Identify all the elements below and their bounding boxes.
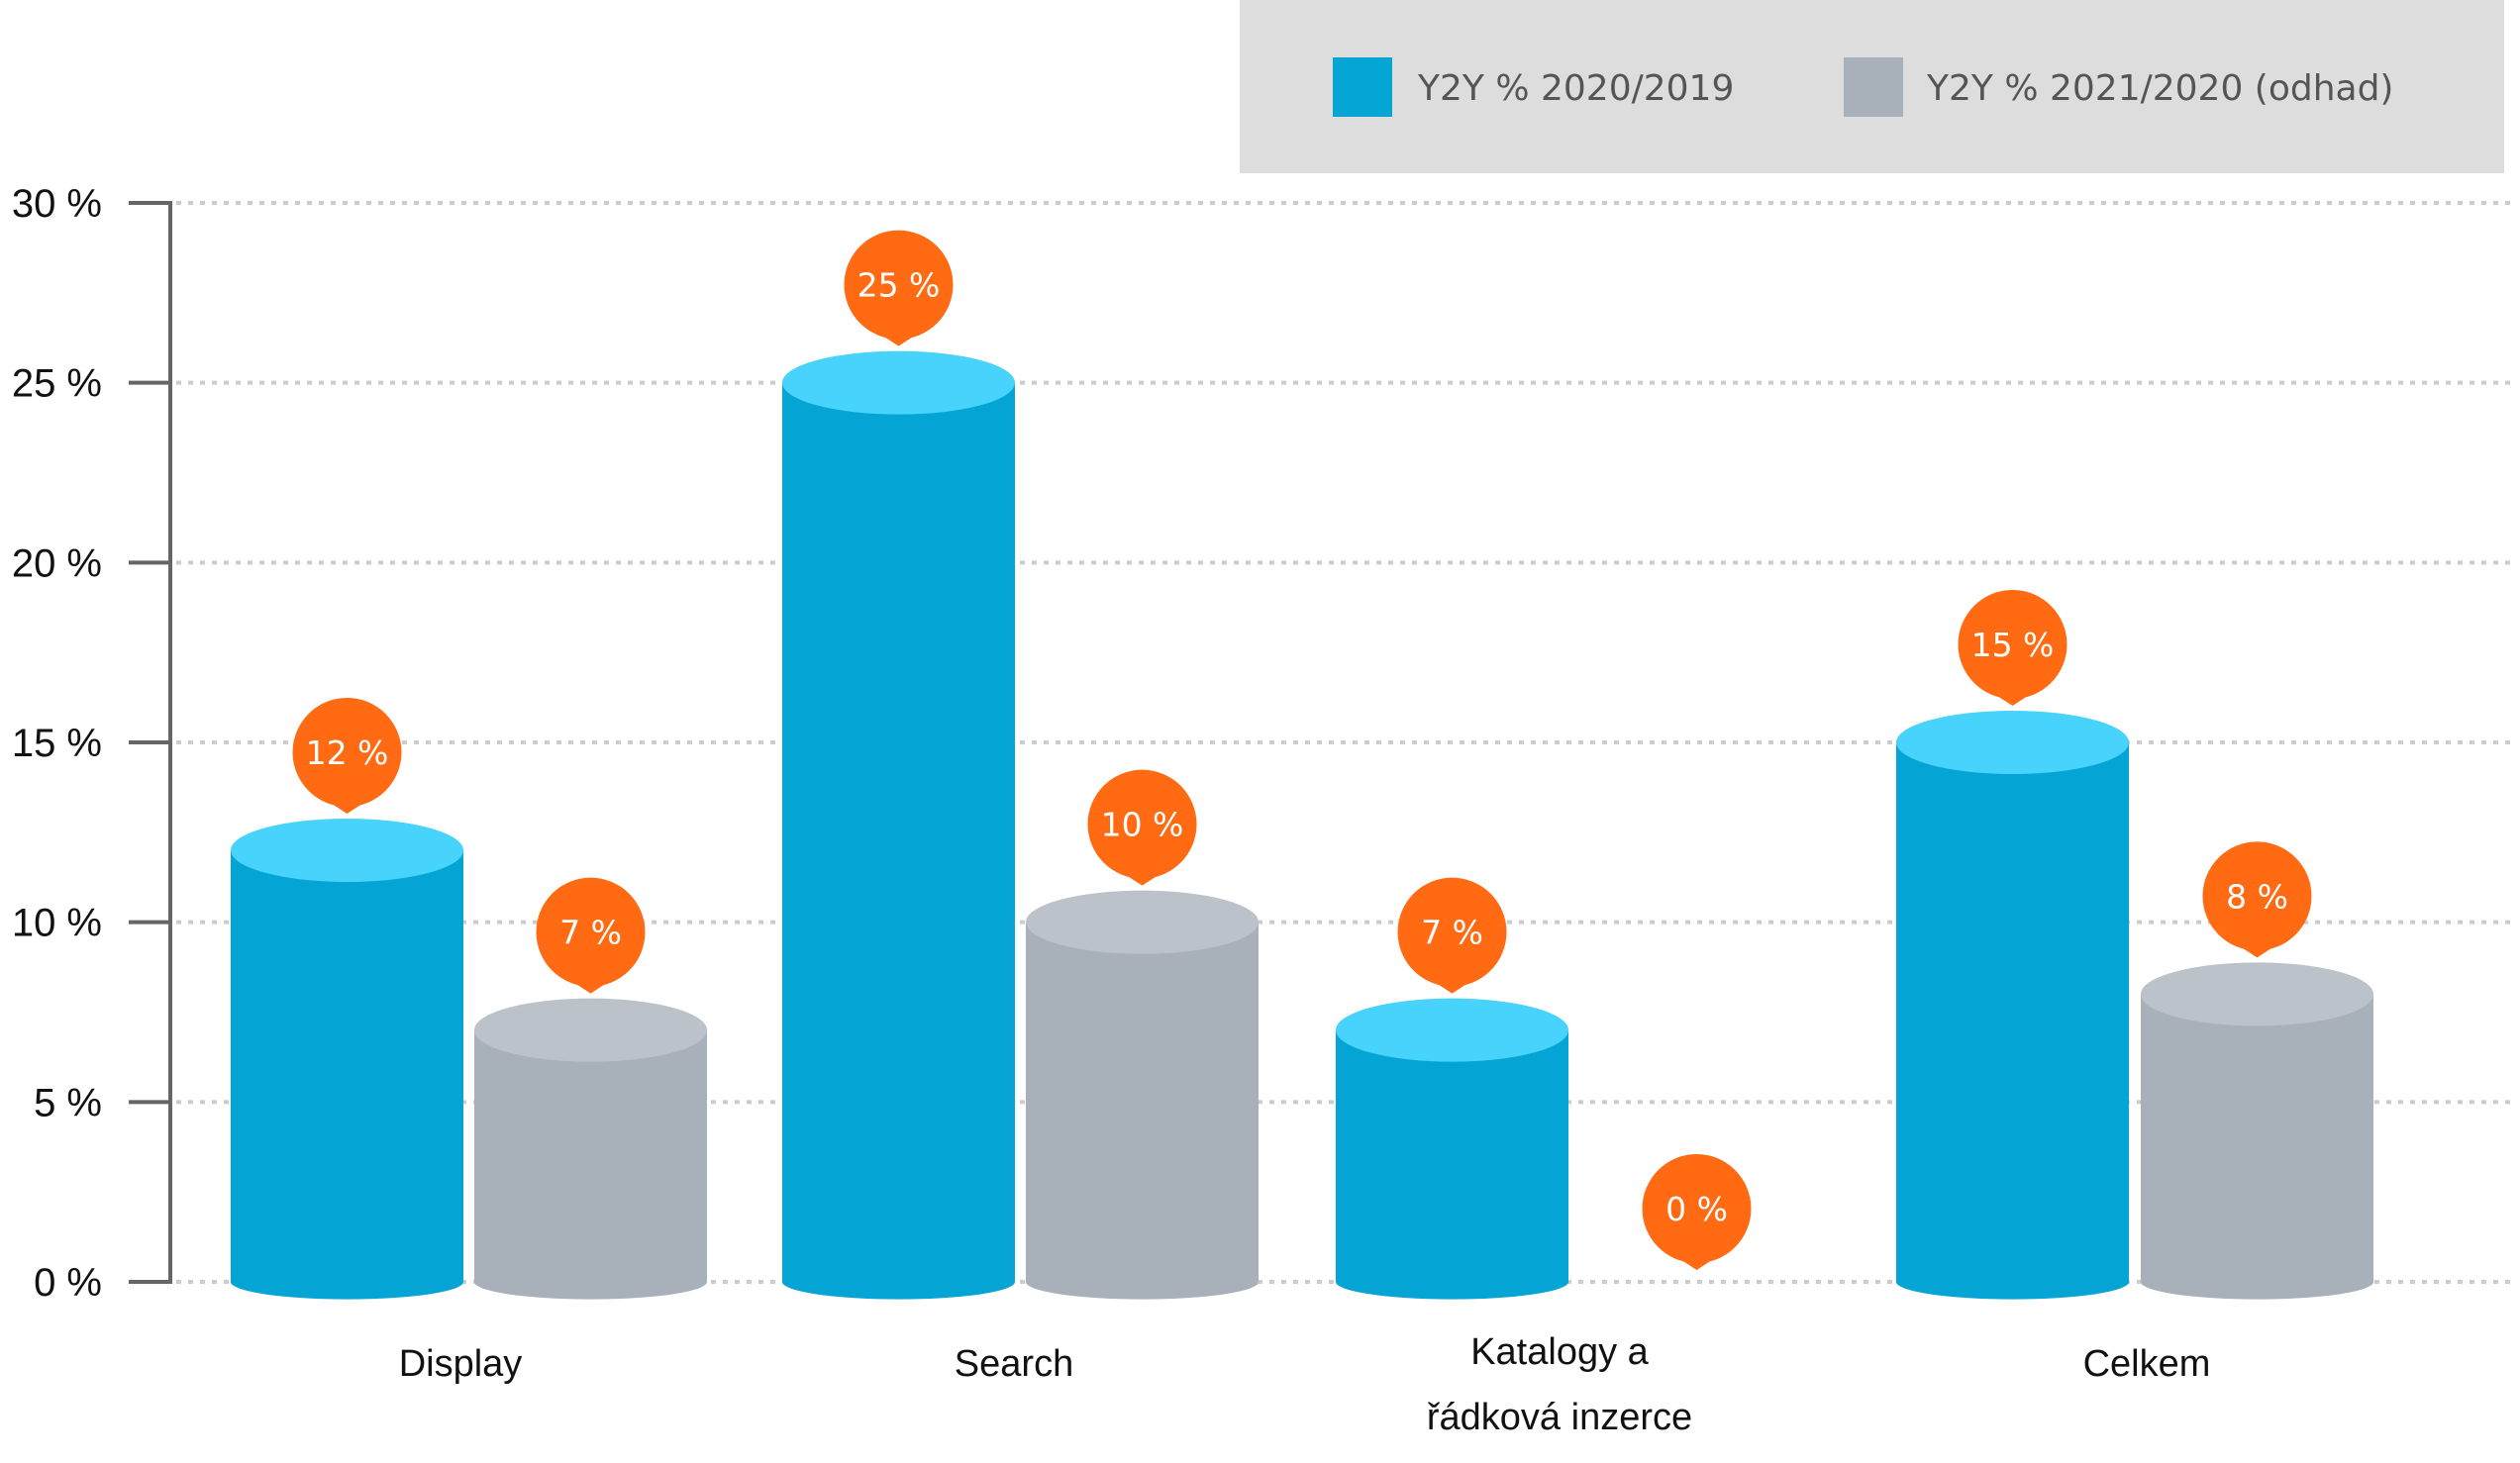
- data-label-s1-4-circle: [1958, 590, 2067, 699]
- category-label-line: Display: [399, 1343, 523, 1385]
- y-tick-label: 15 %: [12, 722, 102, 765]
- bar-s2-2-top: [1026, 890, 1259, 954]
- data-label-s2-3-pointer: [1676, 1257, 1717, 1270]
- legend-label-2: Y2Y % 2021/2020 (odhad): [1926, 68, 2393, 109]
- legend-label-1: Y2Y % 2020/2019: [1417, 68, 1734, 109]
- data-label-s1-1-text: 12 %: [306, 733, 389, 772]
- category-label: Display: [399, 1343, 523, 1385]
- bar-s2-4: [2141, 994, 2373, 1300]
- data-label-s2-1-pointer: [570, 980, 611, 994]
- data-label-s2-2-pointer: [1122, 872, 1162, 886]
- data-label-s2-4-text: 8 %: [2226, 877, 2288, 916]
- category-label-line: Celkem: [2083, 1343, 2211, 1385]
- data-label-s1-1-pointer: [327, 801, 367, 814]
- bar-s1-2: [782, 382, 1015, 1300]
- bar-s2-1-top: [474, 998, 707, 1062]
- legend-swatch-2: [1844, 57, 1903, 117]
- bar-s2-1: [474, 1029, 707, 1300]
- y-tick-label: 0 %: [34, 1261, 102, 1305]
- data-label-s1-4-text: 15 %: [1971, 626, 2055, 664]
- y-tick-label: 10 %: [12, 902, 102, 945]
- data-label-s2-4-pointer: [2237, 944, 2277, 958]
- data-label-s2-2-circle: [1087, 769, 1197, 879]
- bar-s1-2-top: [782, 350, 1015, 415]
- data-label-s1-4: 15 %: [1958, 590, 2067, 706]
- bar-s2-2: [1026, 922, 1259, 1300]
- category-label-line: řádková inzerce: [1427, 1397, 1692, 1438]
- category-label-line: Search: [955, 1343, 1073, 1385]
- data-label-s1-2: 25 %: [844, 230, 954, 346]
- bar-s1-1-top: [231, 819, 463, 882]
- data-label-s2-4: 8 %: [2202, 841, 2312, 958]
- data-label-s2-3-text: 0 %: [1665, 1190, 1728, 1228]
- y-tick-label: 30 %: [12, 182, 102, 226]
- y-tick-label: 25 %: [12, 362, 102, 406]
- data-label-s1-4-pointer: [1992, 693, 2033, 706]
- data-label-s2-1-text: 7 %: [559, 914, 622, 952]
- bar-s1-4-top: [1896, 711, 2129, 774]
- data-label-s1-3-circle: [1397, 877, 1507, 987]
- data-label-s1-2-circle: [844, 230, 954, 340]
- data-label-s1-2-pointer: [878, 333, 919, 346]
- data-label-s1-1: 12 %: [292, 698, 402, 814]
- data-label-s2-1: 7 %: [536, 877, 646, 994]
- bar-s1-3-top: [1336, 998, 1568, 1062]
- data-label-s2-1-circle: [536, 877, 646, 987]
- data-label-s2-3: 0 %: [1642, 1154, 1752, 1270]
- category-label-line: Katalogy a: [1470, 1331, 1649, 1373]
- data-label-s2-2-text: 10 %: [1101, 806, 1184, 844]
- bar-s1-1: [231, 850, 463, 1300]
- data-label-s1-3-text: 7 %: [1421, 914, 1483, 952]
- data-label-s1-2-text: 25 %: [857, 266, 941, 305]
- legend-swatch-1: [1333, 57, 1392, 117]
- bar-s2-4-top: [2141, 962, 2373, 1026]
- y-tick-label: 5 %: [34, 1081, 102, 1124]
- y-tick-label: 20 %: [12, 541, 102, 585]
- bar-s1-3: [1336, 1029, 1568, 1300]
- data-label-s1-3: 7 %: [1397, 877, 1507, 994]
- data-label-s2-2: 10 %: [1087, 769, 1197, 886]
- data-label-s2-4-circle: [2202, 841, 2312, 951]
- bar-s1-4: [1896, 742, 2129, 1300]
- data-label-s1-1-circle: [292, 698, 402, 807]
- category-label: Celkem: [2083, 1343, 2211, 1385]
- data-label-s1-3-pointer: [1432, 980, 1472, 994]
- category-label: Katalogy a řádková inzerce: [1427, 1331, 1692, 1438]
- data-label-s2-3-circle: [1642, 1154, 1752, 1263]
- category-label: Search: [955, 1343, 1073, 1385]
